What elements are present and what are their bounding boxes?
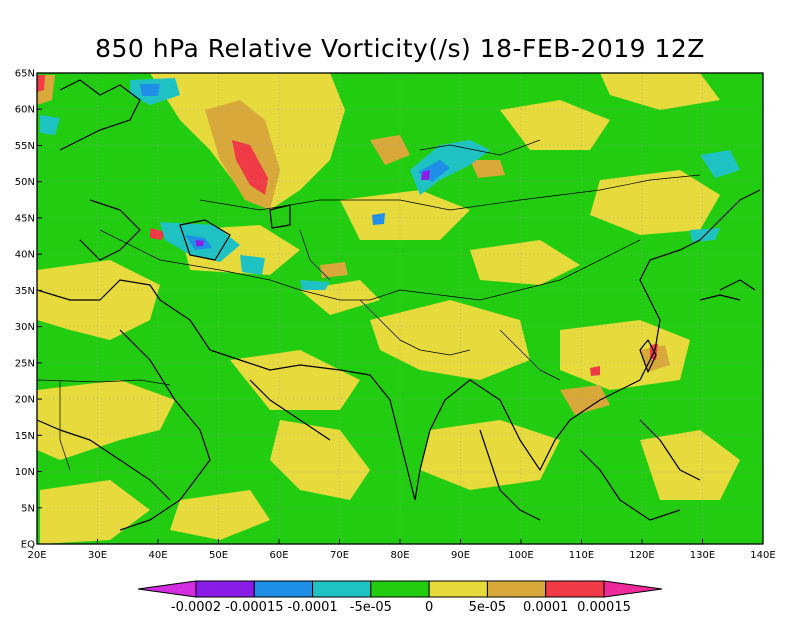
extreme-negative-spots [196, 170, 430, 246]
latitude-axis: EQ 5N 10N 15N 20N 25N 30N 35N 40N 45N 50N 55N 60N 65N [15, 69, 42, 551]
colorbar-label: -0.00015 [225, 600, 283, 615]
lat-tick-label: 30N [15, 322, 35, 333]
lat-tick-label: 5N [21, 503, 35, 514]
lon-tick-label: 90E [451, 550, 470, 561]
lon-tick-label: 130E [690, 550, 715, 561]
lat-tick-label: 35N [15, 286, 35, 297]
colorbar-label: -0.0001 [287, 600, 337, 615]
colorbar-swatch [195, 580, 255, 598]
lat-tick-label: 25N [15, 358, 35, 369]
colorbar-label: 0.0001 [523, 600, 569, 615]
lon-tick-label: 80E [390, 550, 409, 561]
colorbar-swatch [370, 580, 430, 598]
lat-tick-label: 55N [15, 141, 35, 152]
lon-tick-label: 30E [88, 550, 107, 561]
colorbar-label: -0.0002 [171, 600, 221, 615]
lon-tick-label: 140E [750, 550, 775, 561]
lon-tick-label: 70E [330, 550, 349, 561]
colorbar-swatch [486, 580, 547, 598]
colorbar-swatch [312, 580, 372, 598]
coastlines [37, 79, 761, 531]
chart-title: 850 hPa Relative Vorticity(/s) 18-FEB-20… [95, 34, 705, 63]
colorbar-min-extension [137, 580, 197, 598]
lon-tick-label: 100E [508, 550, 533, 561]
lat-tick-label: EQ [21, 540, 35, 551]
longitude-axis: 20E 30E 40E 50E 60E 70E 80E 90E 100E 110E 120E 130E… [27, 539, 776, 561]
colorbar-label: 0 [425, 600, 433, 615]
lon-tick-label: 20E [27, 550, 46, 561]
lon-tick-label: 40E [148, 550, 167, 561]
colorbar-swatch [545, 580, 605, 598]
lat-tick-label: 10N [15, 467, 35, 478]
lon-tick-label: 60E [269, 550, 288, 561]
lat-tick-label: 40N [15, 250, 35, 261]
lat-tick-label: 20N [15, 395, 35, 406]
colorbar-swatch [253, 580, 314, 598]
lat-tick-label: 50N [15, 177, 35, 188]
lon-tick-label: 110E [569, 550, 594, 561]
lon-tick-label: 50E [209, 550, 228, 561]
colorbar-label: 5e-05 [469, 600, 507, 615]
lat-tick-label: 60N [15, 105, 35, 116]
colorbar-label: 0.00015 [577, 600, 631, 615]
borders [37, 139, 701, 471]
colorbar-label: -5e-05 [350, 600, 392, 615]
vorticity-field [37, 73, 763, 544]
gridlines [37, 73, 763, 544]
colorbar-swatch [428, 580, 488, 598]
lat-tick-label: 65N [15, 69, 35, 80]
lat-tick-label: 15N [15, 431, 35, 442]
lon-tick-label: 120E [629, 550, 654, 561]
colorbar: -0.0002 -0.00015 -0.0001 -5e-05 0 5e-05 0.0001… [137, 580, 663, 615]
colorbar-max-extension [603, 580, 663, 598]
positive-vorticity-areas [37, 73, 740, 544]
lat-tick-label: 45N [15, 213, 35, 224]
